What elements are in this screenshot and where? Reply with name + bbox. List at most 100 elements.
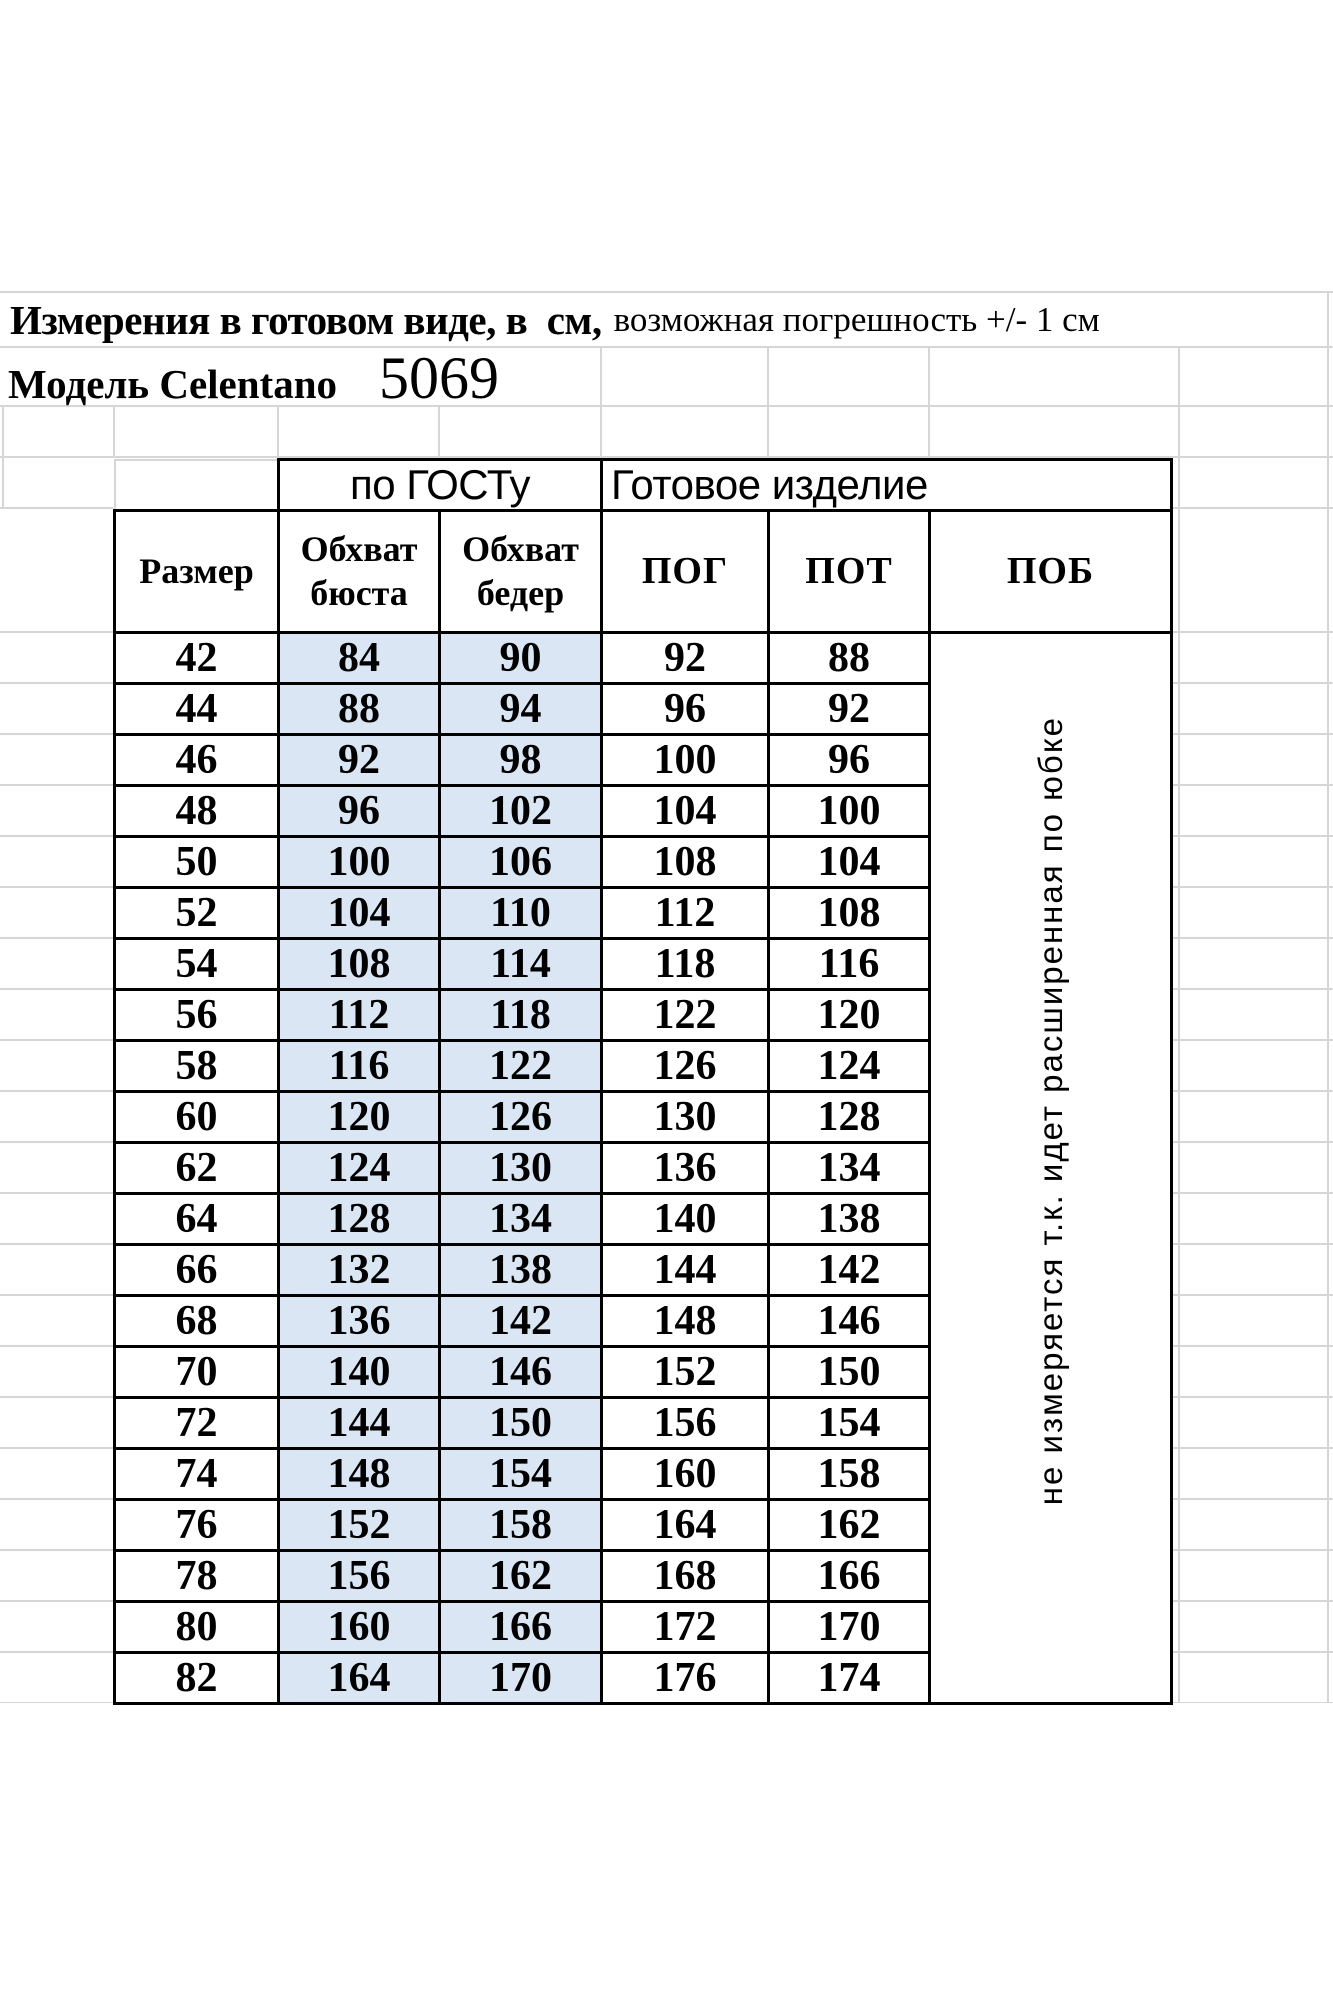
pot-cell: 174	[767, 1651, 931, 1705]
pog-cell: 108	[600, 835, 770, 889]
gridline	[767, 348, 769, 458]
group-ready: Готовое изделие	[599, 458, 1174, 512]
bust-cell: 124	[277, 1141, 441, 1195]
size-cell: 82	[113, 1651, 280, 1705]
table-row: 66 132 138 144 142	[113, 1243, 1172, 1297]
hips-cell: 162	[438, 1549, 603, 1603]
table-row: 54 108 114 118 116	[113, 937, 1172, 991]
hips-cell: 126	[438, 1090, 603, 1144]
table-row: 50 100 106 108 104	[113, 835, 1172, 889]
table-row: 80 160 166 172 170	[113, 1600, 1172, 1654]
pog-cell: 104	[600, 784, 770, 838]
hips-cell: 146	[438, 1345, 603, 1399]
hips-cell: 110	[438, 886, 603, 940]
column-header-pob: ПОБ	[927, 509, 1174, 634]
column-header-hips: Обхват бедер	[438, 509, 603, 634]
pot-cell: 116	[767, 937, 931, 991]
size-cell: 66	[113, 1243, 280, 1297]
hips-cell: 150	[438, 1396, 603, 1450]
hips-cell: 102	[438, 784, 603, 838]
table-row: 64 128 134 140 138	[113, 1192, 1172, 1246]
column-header-row: Размер Обхват бюста Обхват бедер ПОГ ПОТ…	[113, 509, 1174, 634]
table-row: 46 92 98 100 96	[113, 733, 1172, 787]
size-cell: 56	[113, 988, 280, 1042]
gridline	[0, 507, 113, 509]
bust-cell: 104	[277, 886, 441, 940]
bust-cell: 84	[277, 631, 441, 685]
pog-cell: 140	[600, 1192, 770, 1246]
pot-cell: 104	[767, 835, 931, 889]
size-cell: 68	[113, 1294, 280, 1348]
size-cell: 70	[113, 1345, 280, 1399]
pog-cell: 172	[600, 1600, 770, 1654]
table-row: 74 148 154 160 158	[113, 1447, 1172, 1501]
pog-cell: 148	[600, 1294, 770, 1348]
size-cell: 74	[113, 1447, 280, 1501]
hips-cell: 138	[438, 1243, 603, 1297]
size-table: по ГОСТу Готовое изделие Размер Обхват б…	[113, 458, 1174, 1705]
gridline	[113, 407, 115, 458]
ghost-cell	[113, 458, 280, 511]
model-number: 5069	[379, 345, 500, 411]
pog-cell: 164	[600, 1498, 770, 1552]
hips-cell: 106	[438, 835, 603, 889]
bust-cell: 152	[277, 1498, 441, 1552]
size-cell: 46	[113, 733, 280, 787]
pot-cell: 134	[767, 1141, 931, 1195]
pog-cell: 152	[600, 1345, 770, 1399]
table-row: 58 116 122 126 124	[113, 1039, 1172, 1093]
table-row: 70 140 146 152 150	[113, 1345, 1172, 1399]
pot-cell: 128	[767, 1090, 931, 1144]
bust-cell: 120	[277, 1090, 441, 1144]
column-header-size: Размер	[113, 509, 280, 634]
gridline	[438, 407, 440, 458]
pog-cell: 122	[600, 988, 770, 1042]
size-cell: 76	[113, 1498, 280, 1552]
table-row: 48 96 102 104 100	[113, 784, 1172, 838]
group-gost: по ГОСТу	[277, 458, 603, 512]
hips-cell: 166	[438, 1600, 603, 1654]
gridline-strip	[0, 631, 113, 1703]
pot-cell: 100	[767, 784, 931, 838]
gridline	[928, 348, 930, 458]
pot-cell: 88	[767, 631, 931, 685]
size-table-body: по ГОСТу Готовое изделие Размер Обхват б…	[113, 458, 1174, 1705]
pot-cell: 146	[767, 1294, 931, 1348]
table-row: 78 156 162 168 166	[113, 1549, 1172, 1603]
bust-cell: 112	[277, 988, 441, 1042]
hips-cell: 134	[438, 1192, 603, 1246]
size-cell: 72	[113, 1396, 280, 1450]
table-row: 60 120 126 130 128	[113, 1090, 1172, 1144]
sheet-title-tolerance: возможная погрешность +/- 1 см	[613, 299, 1100, 339]
pog-cell: 160	[600, 1447, 770, 1501]
bust-cell: 88	[277, 682, 441, 736]
pot-cell: 170	[767, 1600, 931, 1654]
group-header-row: по ГОСТу Готовое изделие	[113, 458, 1174, 512]
pog-cell: 126	[600, 1039, 770, 1093]
size-cell: 64	[113, 1192, 280, 1246]
gridline	[1170, 507, 1333, 509]
bust-cell: 160	[277, 1600, 441, 1654]
hips-cell: 98	[438, 733, 603, 787]
pog-cell: 118	[600, 937, 770, 991]
bust-cell: 128	[277, 1192, 441, 1246]
bust-cell: 140	[277, 1345, 441, 1399]
pot-cell: 150	[767, 1345, 931, 1399]
size-cell: 42	[113, 631, 280, 685]
pog-cell: 176	[600, 1651, 770, 1705]
table-row: 72 144 150 156 154	[113, 1396, 1172, 1450]
pot-cell: 92	[767, 682, 931, 736]
bust-cell: 92	[277, 733, 441, 787]
empty-grid-row	[0, 407, 1333, 458]
table-row: 76 152 158 164 162	[113, 1498, 1172, 1552]
pog-cell: 144	[600, 1243, 770, 1297]
size-cell: 62	[113, 1141, 280, 1195]
table-row: 56 112 118 122 120	[113, 988, 1172, 1042]
hips-cell: 94	[438, 682, 603, 736]
pot-cell: 166	[767, 1549, 931, 1603]
pog-cell: 156	[600, 1396, 770, 1450]
size-cell: 60	[113, 1090, 280, 1144]
pot-cell: 124	[767, 1039, 931, 1093]
size-cell: 50	[113, 835, 280, 889]
